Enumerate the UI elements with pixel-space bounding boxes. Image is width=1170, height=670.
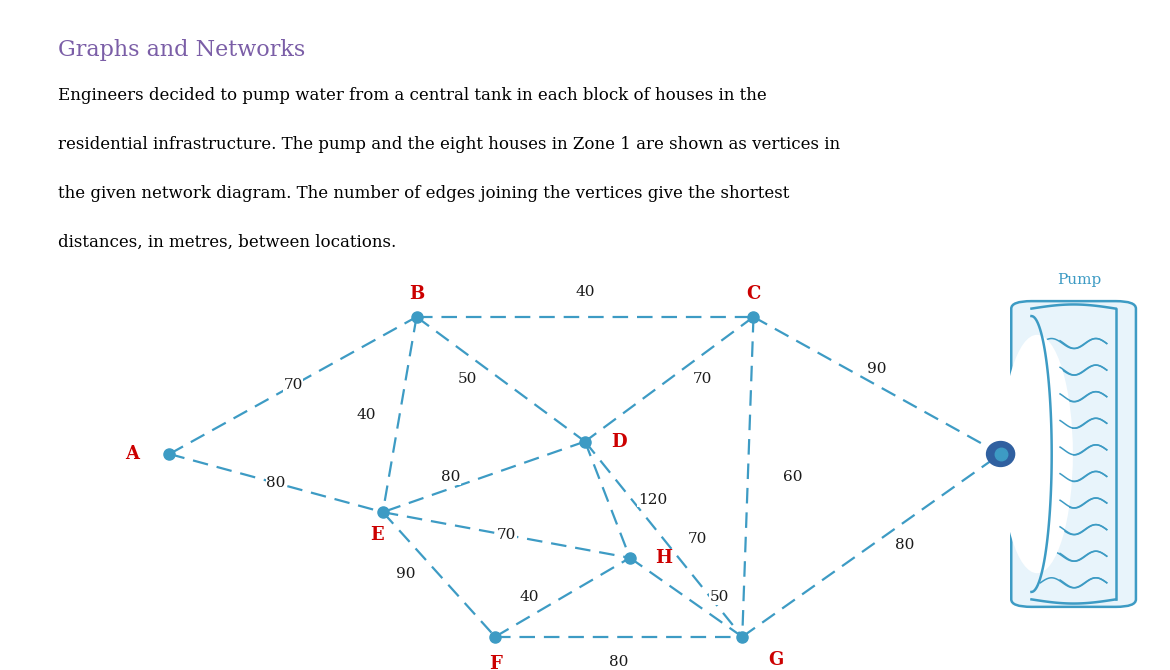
Text: residential infrastructure. The pump and the eight houses in Zone 1 are shown as: residential infrastructure. The pump and… bbox=[58, 136, 840, 153]
Text: 40: 40 bbox=[356, 407, 376, 421]
Text: A: A bbox=[125, 445, 139, 463]
Text: distances, in metres, between locations.: distances, in metres, between locations. bbox=[58, 234, 397, 251]
Text: D: D bbox=[611, 433, 626, 450]
Text: 50: 50 bbox=[710, 590, 729, 604]
Text: C: C bbox=[746, 285, 760, 303]
Ellipse shape bbox=[986, 442, 1014, 466]
Text: 60: 60 bbox=[783, 470, 803, 484]
Text: 80: 80 bbox=[610, 655, 628, 669]
Text: the given network diagram. The number of edges joining the vertices give the sho: the given network diagram. The number of… bbox=[58, 185, 790, 202]
Text: 120: 120 bbox=[638, 492, 667, 507]
Text: B: B bbox=[408, 285, 425, 303]
Text: 70: 70 bbox=[283, 379, 303, 393]
Text: Pump: Pump bbox=[1057, 273, 1101, 287]
Text: 50: 50 bbox=[457, 373, 476, 386]
Text: 80: 80 bbox=[895, 539, 915, 552]
Text: Graphs and Networks: Graphs and Networks bbox=[58, 40, 305, 61]
FancyBboxPatch shape bbox=[1011, 301, 1136, 607]
Text: 70: 70 bbox=[694, 373, 713, 386]
Ellipse shape bbox=[1002, 335, 1073, 574]
Text: 80: 80 bbox=[267, 476, 285, 490]
Text: 90: 90 bbox=[867, 362, 887, 376]
Text: 40: 40 bbox=[576, 285, 594, 299]
Text: 40: 40 bbox=[519, 590, 538, 604]
Text: 80: 80 bbox=[441, 470, 460, 484]
Text: E: E bbox=[371, 526, 384, 544]
Text: G: G bbox=[769, 651, 784, 669]
Text: F: F bbox=[489, 655, 502, 670]
Text: H: H bbox=[655, 549, 672, 567]
Text: 70: 70 bbox=[497, 528, 516, 542]
Text: 90: 90 bbox=[395, 567, 415, 582]
Text: Engineers decided to pump water from a central tank in each block of houses in t: Engineers decided to pump water from a c… bbox=[58, 87, 768, 104]
Text: 70: 70 bbox=[688, 532, 707, 546]
